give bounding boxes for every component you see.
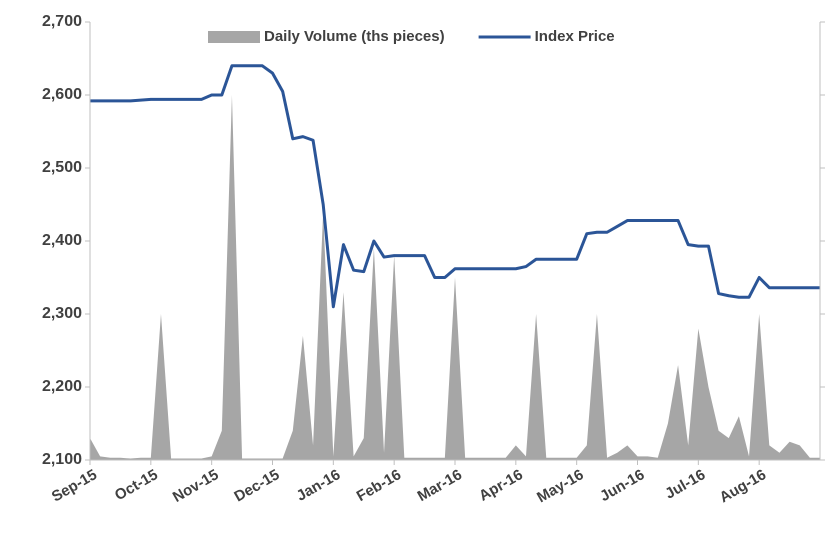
y-tick-label: 2,300 [42,305,82,322]
x-tick-label: Mar-16 [415,466,465,505]
y-tick-label: 2,700 [42,13,82,30]
x-tick-label: Aug-16 [717,466,770,506]
y-tick-label: 2,400 [42,232,82,249]
x-tick-label: Dec-15 [231,466,282,505]
y-tick-label: 2,600 [42,86,82,103]
x-tick-label: May-16 [534,466,587,506]
volume-area [90,95,820,460]
x-tick-label: Jul-16 [662,466,708,502]
x-tick-label: Oct-15 [112,466,161,504]
y-tick-label: 2,500 [42,159,82,176]
x-tick-label: Jan-16 [294,466,344,504]
legend-label: Daily Volume (ths pieces) [264,28,445,45]
x-tick-label: Sep-15 [49,466,100,505]
legend-label: Index Price [535,28,615,45]
x-tick-label: Nov-15 [170,466,222,506]
x-tick-label: Apr-16 [476,466,526,504]
y-tick-label: 2,200 [42,378,82,395]
price-line [90,64,820,309]
y-tick-label: 2,100 [42,451,82,468]
legend-swatch [208,31,260,43]
x-tick-label: Jun-16 [597,466,647,505]
x-tick-label: Feb-16 [354,466,404,505]
